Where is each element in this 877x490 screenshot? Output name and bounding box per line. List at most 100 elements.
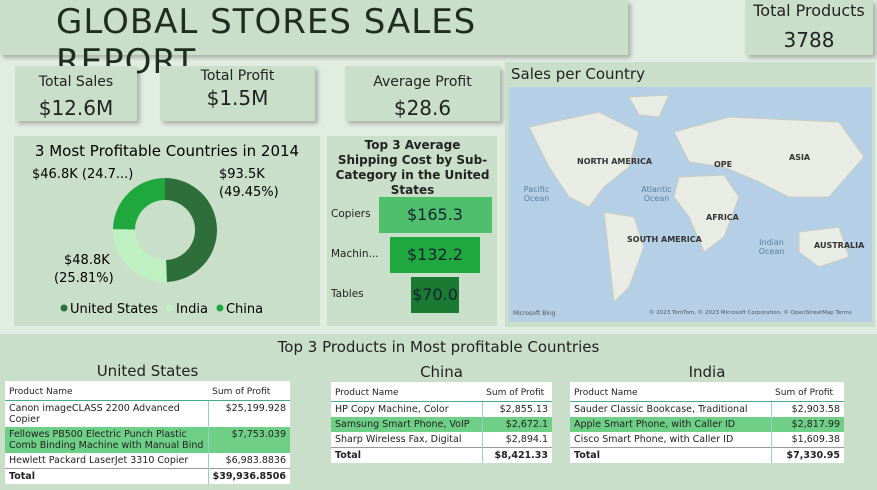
- table-row: Fellowes PB500 Electric Punch Plastic Co…: [5, 427, 290, 453]
- table-cell: $1,609.38: [791, 434, 840, 445]
- data-label-part: (25.81%): [54, 271, 114, 286]
- donut-panel: 3 Most Profitable Countries in 2014 $93.5…: [14, 136, 320, 326]
- funnel-panel: Top 3 Average Shipping Cost by Sub-Categ…: [327, 136, 497, 326]
- legend-label: India: [176, 302, 208, 317]
- table: Product Name Sum of Profit Canon imageCLAS…: [5, 381, 290, 484]
- category-label: Tables: [331, 288, 364, 300]
- table-cell: Fellowes PB500 Electric Punch Plastic Co…: [5, 427, 209, 453]
- map-panel: Sales per Country NORTH AMERICA OPE ASIA…: [505, 62, 875, 327]
- map-ocean-label: Pacific Ocean: [523, 185, 550, 203]
- map-label: NORTH AMERICA: [577, 157, 653, 166]
- kpi-card: Average Profit $28.6: [345, 66, 500, 121]
- table-wrap: Product Name Sum of Profit Canon imageCLAS…: [5, 381, 290, 484]
- title: GLOBAL STORES SALES REPORT: [56, 2, 477, 82]
- kpi-label: Total Sales: [38, 74, 114, 90]
- kpi-label: Total Profit: [200, 68, 275, 84]
- tables-title: Top 3 Products in Most profitable Countr…: [277, 338, 600, 356]
- tables-panel: Top 3 Products in Most profitable Countr…: [0, 334, 877, 490]
- total-row: Total $8,421.33: [331, 447, 552, 463]
- kpi-card: Total Sales $12.6M: [15, 66, 137, 121]
- map-logo: Microsoft Bing: [513, 310, 556, 317]
- kpi-value: $1.5M: [206, 86, 269, 110]
- legend-marker: [166, 304, 174, 312]
- table-cell: $2,903.58: [791, 404, 840, 415]
- map-label: SOUTH AMERICA: [627, 235, 702, 244]
- column-header: Product Name: [570, 382, 772, 402]
- total-cell: Total: [5, 468, 209, 484]
- data-label: $165.3: [407, 205, 463, 224]
- table-row: Cisco Smart Phone, with Caller ID $1,609.…: [570, 432, 844, 448]
- total-cell: $39,936.8506: [208, 468, 290, 484]
- category-label: Copiers: [331, 208, 371, 220]
- table-cell: $2,672.1: [482, 417, 552, 432]
- kpi-value: $28.6: [393, 96, 452, 120]
- map-title: Sales per Country: [511, 65, 645, 83]
- total-cell: Total: [570, 447, 772, 463]
- data-label: $132.2: [407, 245, 463, 264]
- map-land: [528, 94, 865, 304]
- header-row: Product Name Sum of Profit: [5, 381, 290, 401]
- table-row: Sauder Classic Bookcase, Traditional $2,9…: [570, 401, 844, 417]
- donut-segment: [113, 178, 165, 230]
- table: Product Name Sum of Profit HP Copy Machine…: [331, 382, 552, 463]
- table-cell: Sharp Wireless Fax, Digital: [331, 432, 483, 448]
- table-row: Apple Smart Phone, with Caller ID $2,817.…: [570, 417, 844, 432]
- table-cell: $2,855.13: [499, 404, 548, 415]
- kpi-card: Total Products 3788: [745, 0, 873, 55]
- table-cell: $25,199.928: [225, 403, 286, 414]
- data-label-part: $93.5K: [219, 167, 265, 182]
- table-wrap: Product Name Sum of Profit Sauder Classic …: [570, 382, 844, 463]
- column-header: Product Name: [5, 381, 209, 401]
- map: NORTH AMERICA OPE ASIA Pacific Ocean Atl…: [509, 87, 872, 322]
- donut-segment: [165, 178, 218, 282]
- table-cell: $7,753.039: [208, 427, 290, 453]
- total-cell: Total: [331, 447, 483, 463]
- table-cell: Hewlett Packard LaserJet 3310 Copier: [5, 453, 209, 469]
- data-label: $48.8K (25.81%): [54, 253, 114, 286]
- map-ocean-label: Indian Ocean: [758, 238, 785, 256]
- table-title: United States: [96, 362, 199, 380]
- table-title: China: [420, 363, 463, 381]
- table-row: HP Copy Machine, Color $2,855.13: [331, 401, 552, 417]
- column-header: Product Name: [331, 382, 483, 402]
- map-label: AFRICA: [706, 213, 739, 222]
- table-cell: Apple Smart Phone, with Caller ID: [570, 417, 772, 432]
- map-label: ASIA: [789, 153, 811, 162]
- map-ocean-label: Atlantic Ocean: [641, 185, 672, 203]
- funnel-title: Top 3 Average Shipping Cost by Sub-Categ…: [335, 138, 490, 197]
- table-cell: HP Copy Machine, Color: [331, 401, 483, 417]
- legend-marker: [60, 304, 68, 312]
- title-panel: GLOBAL STORES SALES REPORT: [0, 0, 628, 82]
- table-cell: Cisco Smart Phone, with Caller ID: [570, 432, 772, 448]
- kpi-label: Total Products: [753, 1, 865, 20]
- data-label: $93.5K (49.45%): [219, 167, 279, 200]
- table-row: Samsung Smart Phone, VoIP $2,672.1: [331, 417, 552, 432]
- chart-title: 3 Most Profitable Countries in 2014: [35, 142, 299, 160]
- table-wrap: Product Name Sum of Profit HP Copy Machine…: [331, 382, 552, 463]
- table-cell: $2,894.1: [505, 434, 548, 445]
- total-cell: $7,330.95: [771, 447, 844, 463]
- table-row: Hewlett Packard LaserJet 3310 Copier $6,9…: [5, 453, 290, 469]
- donut-chart: 3 Most Profitable Countries in 2014 $93.5…: [32, 142, 299, 317]
- table: Product Name Sum of Profit Sauder Classic …: [570, 382, 844, 463]
- data-label: $70.0: [412, 285, 458, 304]
- category-label: Machin...: [331, 248, 379, 260]
- data-label-part: (49.45%): [219, 185, 279, 200]
- column-header: Sum of Profit: [482, 382, 552, 402]
- kpi-value: $12.6M: [38, 96, 114, 120]
- total-row: Total $39,936.8506: [5, 468, 290, 484]
- legend-marker: [216, 304, 224, 312]
- column-header: Sum of Profit: [771, 382, 844, 402]
- map-label: AUSTRALIA: [814, 241, 865, 250]
- total-row: Total $7,330.95: [570, 447, 844, 463]
- kpi-label: Average Profit: [373, 74, 472, 90]
- table-row: Sharp Wireless Fax, Digital $2,894.1: [331, 432, 552, 448]
- legend-label: China: [226, 302, 263, 317]
- bar: $165.3: [378, 197, 492, 233]
- map-credits: © 2023 TomTom, © 2023 Microsoft Corporat…: [649, 310, 852, 316]
- legend-label: United States: [70, 302, 158, 317]
- map-label: OPE: [714, 160, 733, 169]
- kpi-value: 3788: [783, 28, 835, 52]
- column-header: Sum of Profit: [208, 381, 290, 401]
